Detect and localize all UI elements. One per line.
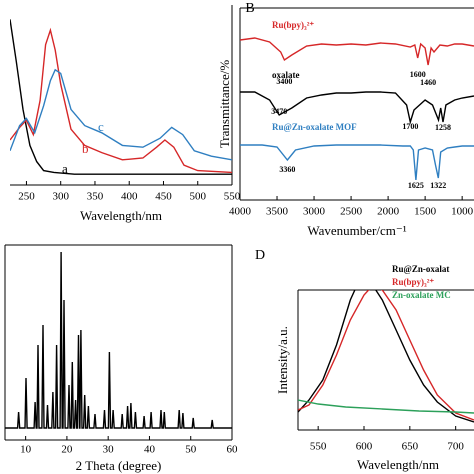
x-tick-label: 1500 xyxy=(414,206,437,218)
x-tick-label: 2500 xyxy=(340,206,363,218)
series-label: oxalate xyxy=(272,70,300,80)
x-tick-label: 250 xyxy=(18,191,35,203)
peak-label: 3470 xyxy=(271,107,287,116)
x-tick-label: 400 xyxy=(121,191,138,203)
panel-label: D xyxy=(255,248,265,263)
data-line xyxy=(298,399,474,414)
x-tick-label: 4000 xyxy=(229,206,252,218)
x-tick-label: 3500 xyxy=(266,206,289,218)
series-label: a xyxy=(62,161,68,176)
peak-label: 1600 xyxy=(410,70,426,79)
data-line xyxy=(298,290,474,421)
data-line xyxy=(240,37,474,66)
x-axis-label: Wavelength/nm xyxy=(80,208,162,223)
x-axis-label: Wavenumber/cm⁻¹ xyxy=(307,223,406,238)
x-tick-label: 350 xyxy=(87,191,104,203)
x-tick-label: 450 xyxy=(155,191,172,203)
y-axis-label: Transmittance/% xyxy=(217,60,232,149)
series-label: Ru(bpy)₃²⁺ xyxy=(392,277,434,287)
peak-label: 1700 xyxy=(402,122,418,131)
y-axis-label: Intensity/a.u. xyxy=(275,326,290,394)
series-label: b xyxy=(82,141,89,156)
x-tick-label: 500 xyxy=(189,191,206,203)
peak-label: 1460 xyxy=(420,78,436,87)
x-tick-label: 60 xyxy=(227,444,239,456)
x-axis-label: 2 Theta (degree) xyxy=(76,458,162,473)
x-tick-label: 550 xyxy=(310,441,327,453)
peak-label: 1258 xyxy=(435,123,451,132)
x-tick-label: 10 xyxy=(20,444,32,456)
x-tick-label: 3000 xyxy=(303,206,326,218)
series-label: c xyxy=(98,119,104,134)
data-line xyxy=(298,290,474,423)
data-line xyxy=(5,251,232,429)
x-tick-label: 600 xyxy=(356,441,373,453)
x-tick-label: 700 xyxy=(447,441,464,453)
series-label: Zn-oxalate MC xyxy=(392,290,451,300)
peak-label: 1625 xyxy=(408,181,424,190)
series-label: Ru@Zn-oxalate MOF xyxy=(272,122,357,132)
x-tick-label: 1000 xyxy=(451,206,474,218)
peak-label: 3400 xyxy=(276,77,292,86)
data-line xyxy=(10,68,232,161)
x-tick-label: 300 xyxy=(52,191,69,203)
series-label: Ru(bpy)₃²⁺ xyxy=(272,20,314,30)
data-line xyxy=(10,19,232,175)
data-line xyxy=(10,27,232,174)
x-tick-label: 20 xyxy=(61,444,73,456)
peak-label: 1322 xyxy=(430,181,446,190)
data-line xyxy=(240,144,474,181)
x-axis-label: Wavelength/nm xyxy=(357,457,439,472)
x-tick-label: 30 xyxy=(103,444,115,456)
x-tick-label: 40 xyxy=(144,444,156,456)
x-tick-label: 2000 xyxy=(377,206,400,218)
series-label: Ru@Zn-oxalat xyxy=(392,264,449,274)
data-line xyxy=(240,91,474,125)
x-tick-label: 50 xyxy=(185,444,197,456)
panel-label: B xyxy=(245,1,254,16)
x-tick-label: 650 xyxy=(402,441,419,453)
x-tick-label: 550 xyxy=(224,191,241,203)
peak-label: 3360 xyxy=(279,165,295,174)
